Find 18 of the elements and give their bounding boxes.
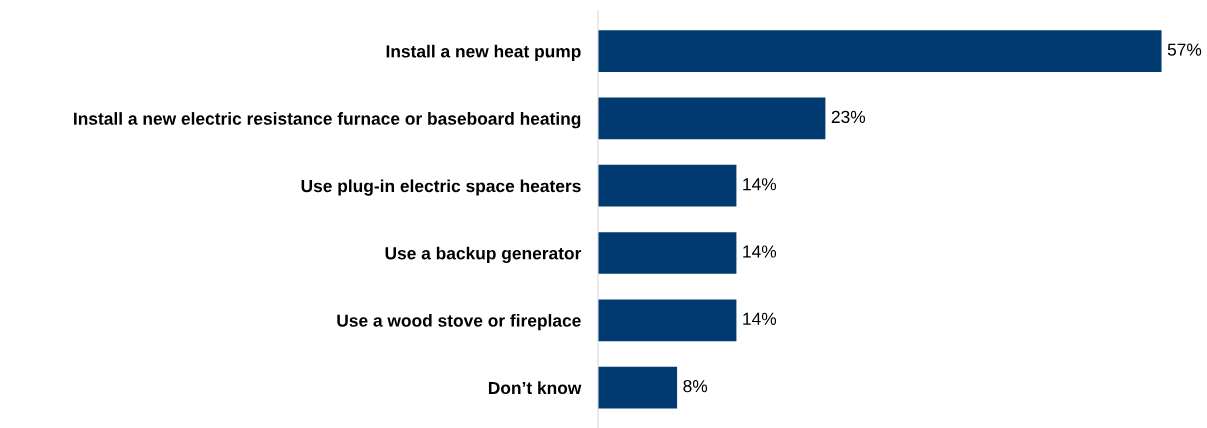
data-label: 14% (743, 178, 777, 191)
data-label: 57% (1167, 43, 1202, 56)
bar (598, 366, 678, 409)
data-label: 8% (683, 379, 708, 393)
y-tick-label: Install a new heat pump (386, 44, 581, 61)
data-label: 14% (743, 245, 777, 258)
y-tick-label: Use a wood stove or fireplace (337, 314, 581, 331)
y-tick-label: Use a backup generator (385, 246, 582, 263)
y-tick-label: Use plug-in electric space heaters (301, 179, 581, 196)
data-label: 23% (831, 110, 866, 124)
bar (598, 30, 1162, 72)
data-label: 14% (743, 312, 777, 325)
bar (598, 164, 737, 207)
y-tick-label: Install a new electric resistance furnace or baseboard heating (74, 112, 581, 129)
y-tick-label: Don’t know (488, 381, 582, 395)
bar (598, 299, 737, 342)
bar (598, 97, 826, 140)
bar (598, 232, 737, 274)
